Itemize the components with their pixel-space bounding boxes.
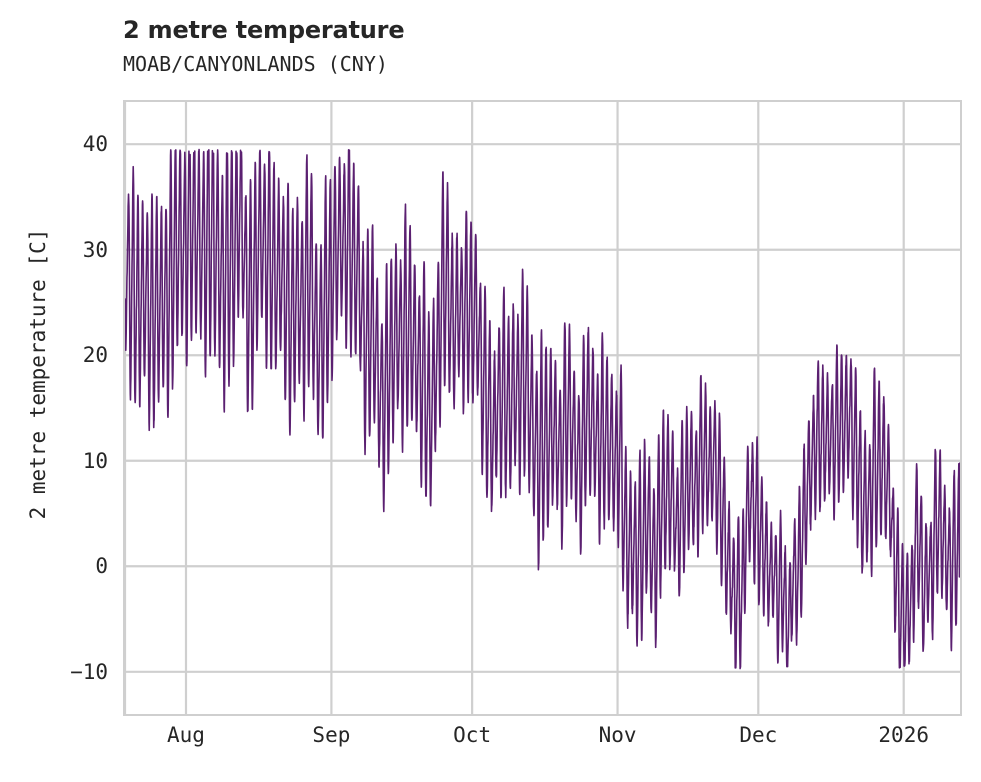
x-tick-label: Oct: [453, 723, 492, 747]
temperature-line-chart: [125, 102, 960, 714]
chart-title: 2 metre temperature: [123, 16, 405, 44]
x-tick-label: 2026: [878, 723, 929, 747]
x-tick-label: Dec: [739, 723, 778, 747]
x-tick-label: Nov: [598, 723, 637, 747]
y-tick-label: −10: [70, 659, 108, 684]
y-tick-label: 30: [82, 237, 108, 262]
y-tick-label: 40: [82, 132, 108, 157]
chart-subtitle: MOAB/CANYONLANDS (CNY): [123, 52, 388, 76]
temperature-series-line: [125, 148, 960, 670]
x-tick-label: Sep: [312, 723, 351, 747]
y-tick-label: 0: [95, 554, 108, 579]
x-tick-label: Aug: [167, 723, 205, 747]
y-tick-label: 20: [82, 343, 108, 368]
plot-area: [123, 100, 962, 716]
y-tick-label: 10: [82, 448, 108, 473]
grid-lines: [125, 102, 960, 714]
y-axis-tick-labels: 40 30 20 10 0 −10: [0, 0, 108, 782]
